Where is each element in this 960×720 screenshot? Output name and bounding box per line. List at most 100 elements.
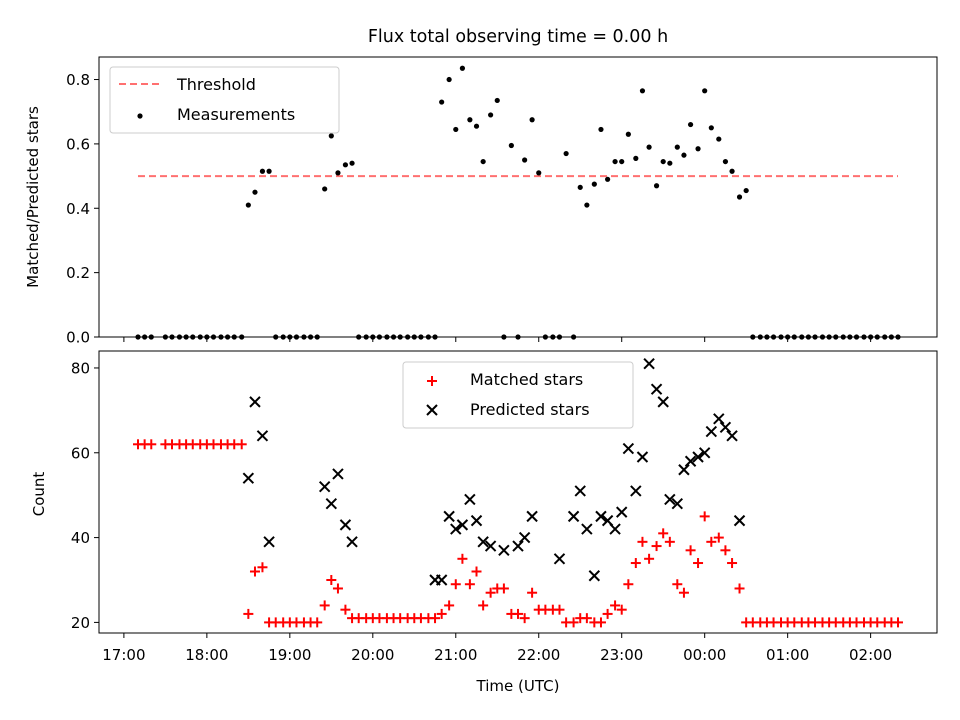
predicted-star-point	[526, 510, 538, 523]
predicted-star-point	[470, 514, 483, 527]
predicted-star-point	[332, 468, 344, 480]
matched-star-point	[630, 558, 641, 569]
measurement-point	[736, 194, 743, 200]
predicted-star-point	[456, 519, 469, 531]
measurement-point	[633, 155, 639, 161]
top-axes-frame	[98, 56, 938, 338]
measurement-point	[605, 176, 611, 182]
bottom-axes-frame	[98, 350, 938, 634]
measurement-point	[708, 125, 714, 131]
top-legend-box	[109, 66, 340, 134]
matched-star-point	[685, 545, 696, 556]
matched-star-point	[332, 583, 343, 594]
predicted-star-point	[249, 396, 261, 408]
measurement-point	[695, 146, 701, 152]
matched-star-point	[444, 600, 455, 611]
matched-star-point	[706, 536, 717, 547]
predicted-star-point	[733, 514, 746, 527]
matched-star-point	[595, 617, 606, 628]
measurement-point	[349, 160, 355, 166]
measurement-point	[646, 144, 652, 150]
measurement-point	[459, 65, 466, 71]
predicted-star-point	[325, 497, 338, 510]
predicted-star-point	[477, 536, 489, 548]
matched-star-point	[312, 617, 323, 628]
measurement-point	[577, 184, 583, 190]
top-legend: Threshold Measurements	[109, 66, 340, 134]
x-tick-label: 01:00	[766, 646, 809, 664]
predicted-star-point	[588, 570, 601, 582]
predicted-star-point	[518, 531, 531, 544]
matched-star-point	[651, 541, 662, 552]
chart-title: Flux total observing time = 0.00 h	[368, 27, 668, 47]
measurement-point	[328, 133, 334, 139]
matched-star-point	[727, 558, 738, 569]
measurement-point	[667, 160, 673, 166]
top-y-tick-label: 0.4	[66, 200, 90, 218]
predicted-star-point	[726, 430, 738, 442]
predicted-legend-swatch	[426, 404, 438, 416]
predicted-star-point	[553, 553, 566, 565]
bottom-plot-area	[132, 358, 904, 628]
x-tick-label: 02:00	[849, 646, 892, 664]
measurement-point	[653, 183, 660, 189]
bottom-y-ticks: 20 40 60 80	[71, 359, 99, 632]
top-y-tick-label: 0.6	[66, 135, 90, 153]
predicted-star-point	[339, 519, 352, 531]
predicted-star-point	[346, 536, 358, 548]
measurement-point	[439, 99, 445, 105]
matched-star-point	[893, 617, 904, 628]
predicted-star-point	[450, 523, 462, 535]
matched-star-point	[340, 604, 351, 615]
top-y-tick-label: 0.8	[66, 71, 90, 89]
predicted-star-point	[498, 544, 510, 557]
measurement-point	[453, 126, 459, 133]
predicted-star-point	[256, 430, 269, 442]
measurement-point	[660, 158, 666, 165]
measurement-point	[598, 126, 604, 133]
matched-star-point	[485, 587, 496, 598]
measurement-point	[619, 158, 625, 165]
predicted-star-point	[630, 485, 642, 497]
predicted-star-point	[242, 472, 255, 484]
measurement-point	[266, 168, 272, 174]
top-y-axis-label: Matched/Predicted stars	[24, 106, 42, 288]
predicted-star-point	[574, 485, 586, 497]
x-tick-label: 17:00	[102, 646, 145, 664]
predicted-star-point	[692, 451, 704, 463]
measurement-point	[446, 76, 452, 83]
matched-star-point	[637, 536, 648, 547]
measurement-point	[473, 123, 480, 129]
matched-star-point	[471, 566, 482, 577]
threshold-legend-label: Threshold	[176, 75, 256, 94]
measurement-point	[508, 142, 514, 149]
matched-star-point	[326, 574, 337, 585]
predicted-star-point	[684, 455, 697, 467]
predicted-star-point	[636, 451, 649, 463]
x-tick-label: 18:00	[185, 646, 228, 664]
bottom-y-tick-label: 40	[71, 529, 90, 547]
measurement-point	[335, 170, 341, 176]
matched-star-point	[581, 613, 592, 624]
matched-star-point	[436, 608, 447, 619]
matched-star-point	[464, 579, 475, 590]
top-panel: Flux total observing time = 0.00 h Match…	[24, 27, 938, 347]
predicted-star-point	[443, 510, 455, 523]
measurement-point	[259, 168, 266, 174]
predicted-star-point	[698, 447, 711, 459]
matched-star-point	[623, 579, 634, 590]
predicted-star-point	[719, 421, 732, 434]
bottom-x-ticks: 17:00 18:00 19:00 20:00 21:00 22:00 23:00 00:00…	[102, 633, 892, 664]
matched-star-point	[527, 587, 538, 598]
matched-star-point	[568, 617, 579, 628]
predicted-star-point	[678, 464, 690, 476]
x-tick-label: 23:00	[600, 646, 643, 664]
x-tick-label: 19:00	[268, 646, 311, 664]
matched-star-point	[236, 439, 247, 450]
top-y-tick-label: 0.2	[66, 264, 90, 282]
measurement-point	[563, 150, 569, 157]
predicted-star-point	[512, 540, 524, 552]
measurement-point	[536, 170, 542, 176]
measurement-point	[729, 168, 735, 174]
